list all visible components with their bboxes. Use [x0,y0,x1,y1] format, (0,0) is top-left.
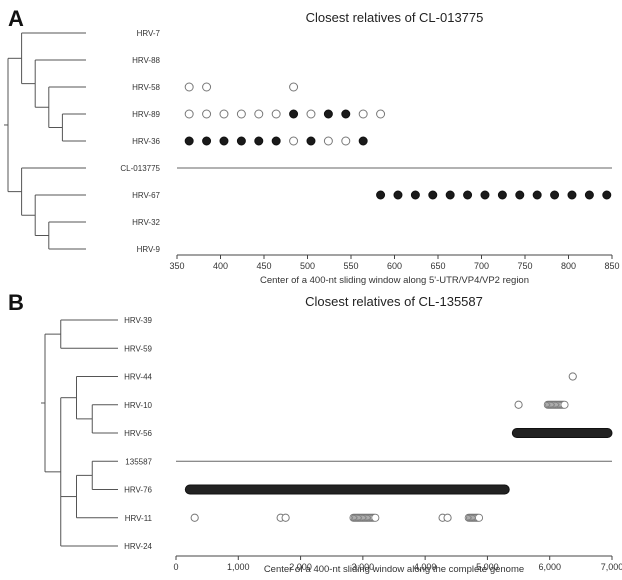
row-label: HRV-7 [137,29,161,38]
row-label: HRV-36 [132,137,160,146]
data-point-open [515,401,522,408]
data-point-filled [220,137,228,145]
data-point-filled [359,137,367,145]
x-tick-label: 850 [604,261,619,271]
row-label: HRV-39 [124,316,152,325]
data-point-open [203,83,211,91]
row-label: CL-013775 [120,164,160,173]
data-point-open [569,373,576,380]
x-axis-label: Center of a 400-nt sliding window along … [264,564,524,575]
data-point-open [237,110,245,118]
data-point-filled [411,191,419,199]
data-point-open [185,83,193,91]
chart-a: Closest relatives of CL-013775 HRV-7 HRV-8… [0,0,622,290]
row-label: HRV-56 [124,429,152,438]
row-label: HRV-88 [132,56,160,65]
panel-a: A Closest relatives of CL-013775 HRV-7 HRV… [0,0,622,290]
x-tick-label: 700 [474,261,489,271]
data-point-filled [290,110,298,118]
chart-b: Closest relatives of CL-135587 HRV-39 HRV-… [0,290,622,575]
data-point-filled [551,191,559,199]
row-label: HRV-44 [124,373,152,382]
x-tick-label: 550 [343,261,358,271]
data-point-open [220,110,228,118]
data-point-open [307,110,315,118]
data-point-filled [533,191,541,199]
row-label: HRV-58 [132,83,160,92]
row-label: HRV-59 [124,344,152,353]
data-point-filled [307,137,315,145]
data-point-open [359,110,367,118]
data-point-open [203,110,211,118]
data-point-open [561,401,568,408]
data-point-filled [516,191,524,199]
data-point-filled [324,110,332,118]
data-point-filled [464,191,472,199]
data-point-filled [498,191,506,199]
data-point-filled [203,137,211,145]
data-range-filled [512,429,612,438]
data-point-filled [394,191,402,199]
chart-title: Closest relatives of CL-135587 [305,294,483,309]
data-point-open [444,514,451,521]
data-point-filled [255,137,263,145]
panel-letter-b: B [8,290,24,316]
x-tick-label: 600 [387,261,402,271]
data-point-filled [446,191,454,199]
panel-b: B Closest relatives of CL-135587 HRV-39 HR… [0,290,622,575]
x-tick-label: 650 [430,261,445,271]
data-point-filled [377,191,385,199]
x-tick-label: 800 [561,261,576,271]
data-point-open [282,514,289,521]
data-point-open [372,514,379,521]
data-point-filled [568,191,576,199]
data-point-filled [185,137,193,145]
x-tick-label: 7,000 [601,562,622,572]
x-tick-label: 0 [173,562,178,572]
data-point-open [290,137,298,145]
row-label: HRV-67 [132,191,160,200]
data-range-filled [185,485,509,494]
x-tick-label: 750 [517,261,532,271]
data-point-open [185,110,193,118]
data-point-filled [603,191,611,199]
data-point-filled [429,191,437,199]
data-point-open [191,514,198,521]
panel-letter-a: A [8,6,24,32]
x-tick-label: 500 [300,261,315,271]
chart-title: Closest relatives of CL-013775 [306,10,484,25]
row-label: HRV-32 [132,218,160,227]
x-tick-label: 450 [256,261,271,271]
row-label: HRV-9 [137,245,161,254]
data-point-filled [585,191,593,199]
row-label: HRV-10 [124,401,152,410]
data-point-filled [237,137,245,145]
data-point-open [475,514,482,521]
x-tick-label: 400 [213,261,228,271]
x-tick-label: 350 [169,261,184,271]
data-point-open [272,110,280,118]
row-label: HRV-89 [132,110,160,119]
data-point-filled [272,137,280,145]
data-point-open [377,110,385,118]
x-axis-label: Center of a 400-nt sliding window along … [260,275,529,286]
x-tick-label: 1,000 [227,562,250,572]
row-label: HRV-24 [124,542,152,551]
data-point-open [290,83,298,91]
row-label: HRV-76 [124,486,152,495]
data-point-open [342,137,350,145]
data-point-open [324,137,332,145]
data-point-filled [481,191,489,199]
x-tick-label: 6,000 [538,562,561,572]
row-label: 135587 [125,457,152,466]
row-label: HRV-11 [125,514,153,523]
data-point-open [255,110,263,118]
data-point-filled [342,110,350,118]
